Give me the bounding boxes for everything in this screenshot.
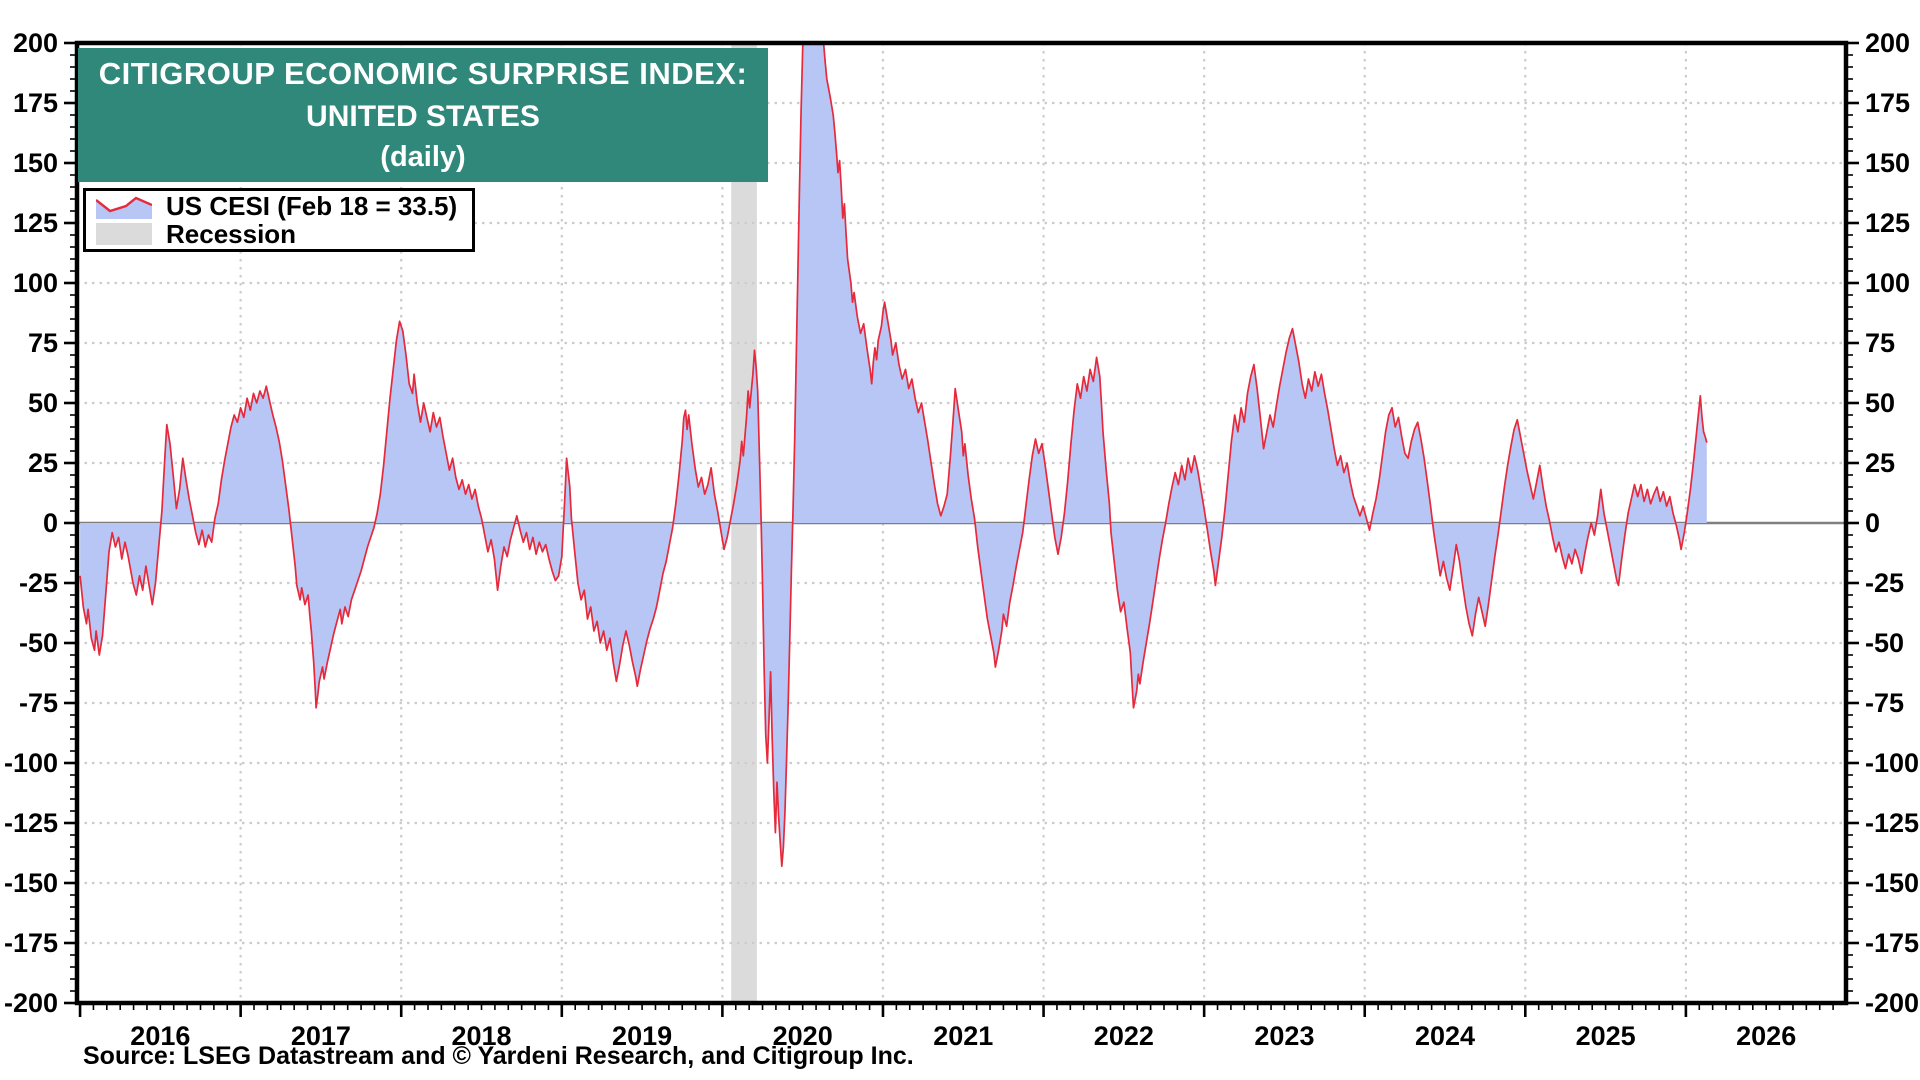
axis-labels: -200 -200 -175 -175 -150 -150 -125 -125 -100 -100… xyxy=(4,28,1919,1051)
svg-text:25: 25 xyxy=(28,448,58,478)
svg-text:-175: -175 xyxy=(1865,928,1919,958)
svg-text:-175: -175 xyxy=(4,928,58,958)
svg-text:-100: -100 xyxy=(4,748,58,778)
svg-text:-200: -200 xyxy=(4,988,58,1018)
svg-text:175: 175 xyxy=(1865,88,1910,118)
cesi-area xyxy=(80,43,1707,867)
svg-text:2017: 2017 xyxy=(291,1021,351,1051)
chart-title-line2: UNITED STATES xyxy=(306,99,540,133)
svg-text:-25: -25 xyxy=(19,568,58,598)
recession-swatch-icon xyxy=(96,223,152,246)
svg-text:-75: -75 xyxy=(19,688,58,718)
svg-text:-100: -100 xyxy=(1865,748,1919,778)
svg-text:-50: -50 xyxy=(19,628,58,658)
svg-text:2016: 2016 xyxy=(130,1021,190,1051)
svg-text:50: 50 xyxy=(28,388,58,418)
svg-text:2023: 2023 xyxy=(1254,1021,1314,1051)
svg-text:-125: -125 xyxy=(1865,808,1919,838)
legend-label-cesi: US CESI (Feb 18 = 33.5) xyxy=(166,190,458,221)
svg-text:2021: 2021 xyxy=(933,1021,993,1051)
svg-text:200: 200 xyxy=(13,28,58,58)
svg-text:2024: 2024 xyxy=(1415,1021,1475,1051)
svg-text:-50: -50 xyxy=(1865,628,1904,658)
legend: US CESI (Feb 18 = 33.5) Recession xyxy=(83,188,475,252)
chart-title-line1: CITIGROUP ECONOMIC SURPRISE INDEX: xyxy=(98,55,748,91)
svg-text:2020: 2020 xyxy=(773,1021,833,1051)
cesi-line xyxy=(79,43,1708,868)
svg-text:150: 150 xyxy=(13,148,58,178)
svg-text:2026: 2026 xyxy=(1736,1021,1796,1051)
cesi-series xyxy=(79,43,1708,868)
svg-text:2022: 2022 xyxy=(1094,1021,1154,1051)
svg-text:150: 150 xyxy=(1865,148,1910,178)
svg-text:2025: 2025 xyxy=(1576,1021,1636,1051)
svg-text:200: 200 xyxy=(1865,28,1910,58)
svg-text:-25: -25 xyxy=(1865,568,1904,598)
svg-text:75: 75 xyxy=(1865,328,1895,358)
svg-text:-200: -200 xyxy=(1865,988,1919,1018)
svg-text:125: 125 xyxy=(13,208,58,238)
svg-text:-75: -75 xyxy=(1865,688,1904,718)
svg-text:125: 125 xyxy=(1865,208,1910,238)
svg-text:100: 100 xyxy=(13,268,58,298)
svg-text:-125: -125 xyxy=(4,808,58,838)
chart-title-box: CITIGROUP ECONOMIC SURPRISE INDEX: UNITE… xyxy=(78,48,768,182)
svg-text:50: 50 xyxy=(1865,388,1895,418)
legend-label-recession: Recession xyxy=(166,219,297,250)
legend-row-recession: Recession xyxy=(96,220,472,248)
svg-text:100: 100 xyxy=(1865,268,1910,298)
axis-ticks xyxy=(64,41,1859,1017)
legend-row-cesi: US CESI (Feb 18 = 33.5) xyxy=(96,192,472,220)
svg-text:175: 175 xyxy=(13,88,58,118)
svg-text:25: 25 xyxy=(1865,448,1895,478)
cesi-series-swatch-icon xyxy=(96,196,152,219)
svg-text:-150: -150 xyxy=(1865,868,1919,898)
svg-text:0: 0 xyxy=(43,508,58,538)
chart-title-line3: (daily) xyxy=(380,141,466,174)
svg-text:-150: -150 xyxy=(4,868,58,898)
svg-text:2018: 2018 xyxy=(451,1021,511,1051)
svg-text:2019: 2019 xyxy=(612,1021,672,1051)
svg-text:75: 75 xyxy=(28,328,58,358)
svg-text:0: 0 xyxy=(1865,508,1880,538)
source-attribution: Source: LSEG Datastream and © Yardeni Re… xyxy=(83,1042,914,1070)
